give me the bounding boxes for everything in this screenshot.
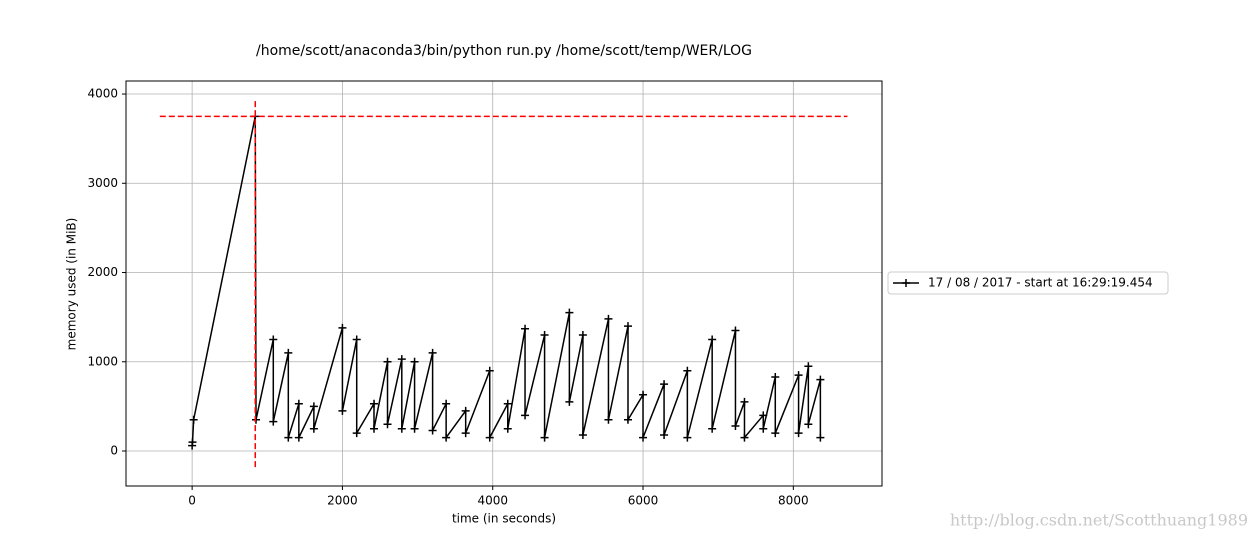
- point-marker: [578, 330, 587, 339]
- point-marker: [759, 411, 768, 420]
- point-marker: [397, 355, 406, 364]
- y-tick-label: 2000: [87, 265, 118, 279]
- point-marker: [623, 322, 632, 331]
- point-marker: [503, 424, 512, 433]
- point-marker: [338, 323, 347, 332]
- point-marker: [503, 399, 512, 408]
- memory-line: [191, 116, 822, 446]
- point-marker: [284, 348, 293, 357]
- point-marker: [294, 399, 303, 408]
- legend-box: [887, 271, 1169, 295]
- point-marker: [708, 335, 717, 344]
- legend-marker: [902, 279, 910, 287]
- point-marker: [442, 433, 451, 442]
- point-marker: [759, 424, 768, 433]
- point-marker: [352, 429, 361, 438]
- point-marker: [338, 406, 347, 415]
- legend-label: 17 / 08 / 2017 - start at 16:29:19.454: [928, 276, 1153, 290]
- plot-frame: [125, 80, 883, 487]
- point-marker: [804, 362, 813, 371]
- point-marker: [188, 438, 197, 447]
- point-marker: [794, 429, 803, 438]
- point-marker: [683, 366, 692, 375]
- point-marker: [740, 433, 749, 442]
- point-marker: [383, 420, 392, 429]
- chart-title: /home/scott/anaconda3/bin/python run.py …: [256, 43, 752, 59]
- point-marker: [540, 433, 549, 442]
- point-marker: [397, 424, 406, 433]
- point-marker: [639, 390, 648, 399]
- point-marker: [521, 411, 530, 420]
- point-marker: [461, 429, 470, 438]
- point-marker: [383, 357, 392, 366]
- point-marker: [708, 424, 717, 433]
- point-marker: [269, 417, 278, 426]
- point-marker: [352, 335, 361, 344]
- point-marker: [369, 424, 378, 433]
- point-marker: [269, 335, 278, 344]
- point-marker: [461, 406, 470, 415]
- y-tick-label: 0: [110, 444, 118, 458]
- point-marker: [189, 415, 198, 424]
- point-marker: [731, 326, 740, 335]
- watermark: http://blog.csdn.net/Scotthuang1989: [950, 511, 1248, 530]
- point-marker: [731, 422, 740, 431]
- point-marker: [804, 420, 813, 429]
- point-marker: [578, 430, 587, 439]
- point-marker: [816, 375, 825, 384]
- point-marker: [485, 366, 494, 375]
- point-marker: [660, 380, 669, 389]
- point-marker: [428, 426, 437, 435]
- point-marker: [740, 397, 749, 406]
- point-marker: [294, 433, 303, 442]
- x-tick-label: 4000: [477, 494, 508, 508]
- point-marker: [604, 314, 613, 323]
- point-marker: [639, 433, 648, 442]
- point-marker: [410, 357, 419, 366]
- point-marker: [521, 324, 530, 333]
- point-marker: [683, 433, 692, 442]
- point-marker: [309, 424, 318, 433]
- point-marker: [623, 415, 632, 424]
- point-marker: [252, 415, 261, 424]
- point-marker: [771, 372, 780, 381]
- point-marker: [442, 399, 451, 408]
- point-marker: [771, 429, 780, 438]
- point-marker: [309, 402, 318, 411]
- point-marker: [604, 415, 613, 424]
- point-marker: [565, 308, 574, 317]
- point-marker: [284, 433, 293, 442]
- y-axis-label: memory used (in MiB): [65, 218, 79, 351]
- x-tick-label: 2000: [327, 494, 358, 508]
- x-tick-label: 6000: [628, 494, 659, 508]
- x-tick-label: 8000: [778, 494, 809, 508]
- point-marker: [794, 371, 803, 380]
- point-marker: [369, 399, 378, 408]
- point-marker: [485, 433, 494, 442]
- y-tick-label: 1000: [87, 354, 118, 368]
- x-axis-label: time (in seconds): [452, 512, 556, 526]
- y-tick-label: 4000: [87, 87, 118, 101]
- x-tick-label: 0: [188, 494, 196, 508]
- point-marker: [816, 433, 825, 442]
- point-marker: [540, 330, 549, 339]
- point-marker: [410, 424, 419, 433]
- point-marker: [660, 430, 669, 439]
- point-marker: [565, 397, 574, 406]
- y-tick-label: 3000: [87, 176, 118, 190]
- point-marker: [428, 348, 437, 357]
